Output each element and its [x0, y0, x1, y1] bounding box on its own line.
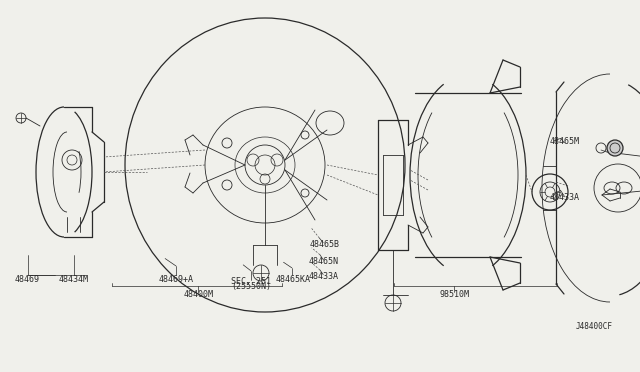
Text: 98510M: 98510M	[440, 291, 469, 299]
Text: SEC. 251: SEC. 251	[231, 277, 271, 286]
Text: 48400M: 48400M	[184, 290, 213, 299]
Text: 48434M: 48434M	[59, 275, 88, 283]
Text: 48433A: 48433A	[550, 193, 579, 202]
Text: 48465B: 48465B	[310, 240, 339, 249]
Text: 48433A: 48433A	[308, 272, 338, 280]
Text: 48465M: 48465M	[550, 137, 579, 146]
Text: (25550N): (25550N)	[231, 282, 271, 291]
Text: 48469: 48469	[15, 275, 40, 283]
Circle shape	[607, 140, 623, 156]
Text: 48465KA: 48465KA	[276, 275, 310, 283]
Text: 48465N: 48465N	[308, 257, 338, 266]
Text: 48469+A: 48469+A	[159, 275, 193, 283]
Text: J48400CF: J48400CF	[575, 322, 612, 331]
